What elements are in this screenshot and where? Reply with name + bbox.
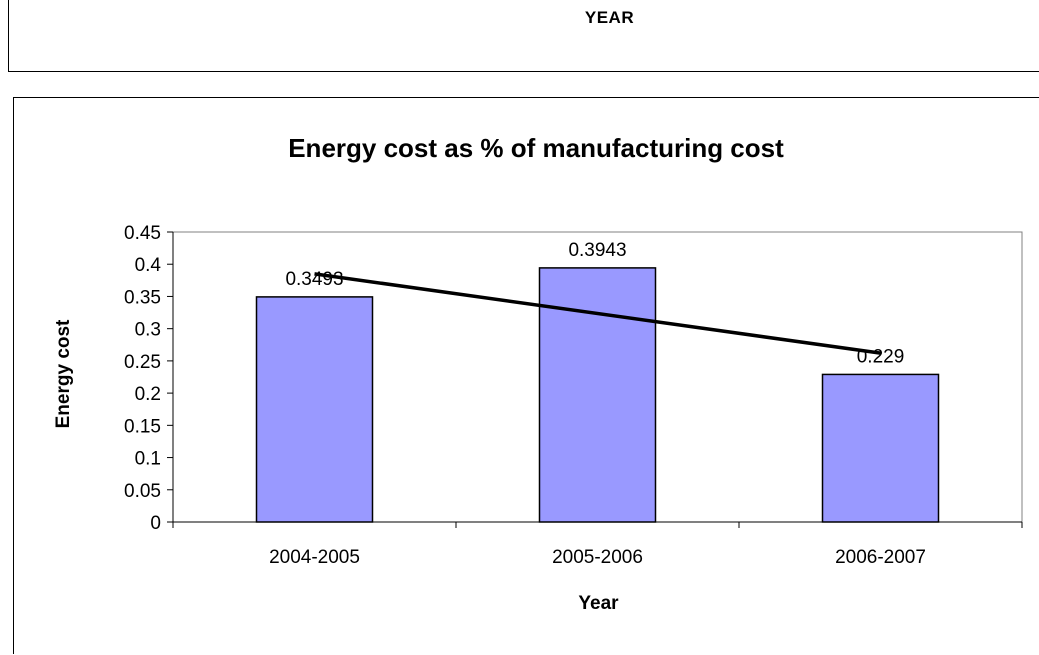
y-tick-label: 0.3 [135, 320, 161, 341]
y-tick-label: 0.4 [135, 255, 162, 276]
y-axis-title: Energy cost [53, 319, 74, 428]
y-tick-label: 0.1 [135, 449, 161, 470]
x-tick-label: 2004-2005 [269, 547, 360, 568]
header-label: YEAR [584, 8, 635, 27]
x-tick-label: 2006-2007 [835, 547, 926, 568]
chart-title: Energy cost as % of manufacturing cost [288, 133, 784, 163]
data-label: 0.3943 [568, 240, 626, 261]
data-label: 0.3493 [285, 269, 343, 290]
y-tick-label: 0.45 [124, 223, 161, 244]
y-tick-label: 0.2 [135, 384, 161, 405]
trendline [314, 272, 881, 355]
x-axis-title: Year [578, 593, 619, 614]
y-tick-label: 0.15 [124, 416, 161, 437]
bar [538, 267, 657, 523]
bar [255, 296, 374, 523]
data-label: 0.229 [857, 346, 905, 367]
y-tick-label: 0 [150, 513, 161, 534]
x-tick-label: 2005-2006 [552, 547, 643, 568]
y-tick-label: 0.25 [124, 352, 161, 373]
header-box [8, 0, 1039, 72]
y-tick-label: 0.35 [124, 287, 161, 308]
chart-svg: Energy cost as % of manufacturing cost 0… [53, 133, 1023, 614]
chart-area: Energy cost as % of manufacturing cost 0… [13, 97, 1039, 654]
bar [821, 373, 940, 523]
y-tick-label: 0.05 [124, 481, 161, 502]
